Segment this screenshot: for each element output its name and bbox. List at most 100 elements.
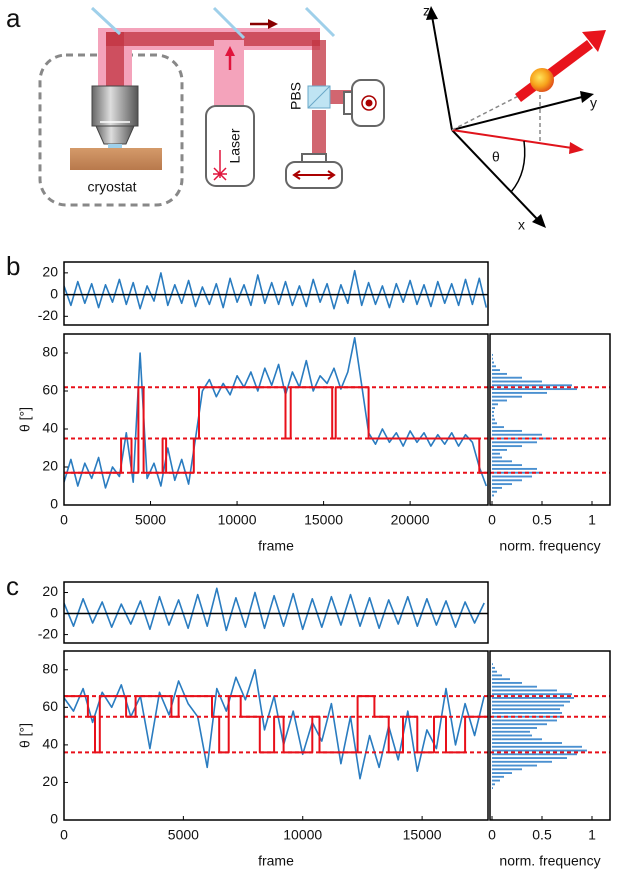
axis-name: y — [590, 95, 597, 111]
hist-bar — [492, 399, 507, 402]
hist-bar — [492, 456, 502, 459]
hist-bar — [492, 467, 537, 470]
hist-bar — [492, 361, 494, 364]
x-axis-label: frame — [258, 538, 294, 554]
hist-bar — [492, 745, 582, 748]
hist-bar — [492, 418, 495, 421]
hist-bar — [492, 403, 498, 406]
x-tick-label: 0 — [60, 827, 68, 843]
x-tick-label: 20000 — [391, 512, 430, 528]
x-tick-label: 10000 — [283, 827, 322, 843]
trace — [64, 587, 485, 632]
fit — [64, 386, 487, 474]
hist-bar — [492, 410, 494, 413]
y-tick-label: 80 — [42, 660, 58, 676]
setup-diagram: cryostat Laser PBS — [38, 6, 385, 207]
panel-label: a — [6, 3, 21, 33]
y-tick-label: 40 — [42, 420, 58, 436]
x-tick-label: 5000 — [135, 512, 166, 528]
hist-bar — [492, 757, 567, 759]
hist-bar — [492, 727, 537, 729]
hist-bar — [492, 742, 562, 744]
hist-bar — [492, 445, 522, 448]
hist-bar — [492, 772, 512, 774]
coordinate-diagram: z y x θ — [423, 3, 606, 233]
panel-label: c — [6, 571, 19, 601]
hist-bar — [492, 738, 542, 741]
hist-bar — [492, 775, 504, 778]
hist-bar — [492, 783, 495, 786]
plot-frame — [489, 650, 611, 821]
hist-bar — [492, 464, 522, 467]
hist-bar — [492, 441, 537, 444]
x-tick-label: 1 — [588, 827, 596, 843]
hist-bar — [492, 704, 564, 707]
y-tick-label: 40 — [42, 736, 58, 752]
x-tick-label: 0.5 — [532, 512, 552, 528]
trace — [64, 337, 488, 489]
hist-bar — [492, 391, 547, 394]
hist-bar — [492, 734, 532, 737]
setup-label: cryostat — [87, 179, 136, 195]
hist-bar — [492, 471, 542, 474]
y-tick-label: 0 — [50, 496, 58, 512]
hist-bar — [492, 429, 522, 432]
plot-frame — [489, 333, 611, 506]
plot-frame — [63, 261, 489, 326]
hist-bar — [492, 700, 570, 703]
y-tick-label: 0 — [50, 285, 58, 301]
hist-bar — [492, 685, 537, 688]
hist-bar — [492, 760, 552, 763]
plot-area — [64, 587, 488, 632]
y-axis-label: θ [°] — [17, 407, 33, 432]
x-axis-label: norm. frequency — [499, 853, 600, 869]
plot-frame — [63, 333, 489, 506]
x-tick-label: 10000 — [218, 512, 257, 528]
hist-bar — [492, 475, 532, 478]
y-tick-label: 60 — [42, 698, 58, 714]
hist-bar — [492, 712, 562, 714]
hist-bar — [492, 693, 572, 696]
axis-name: θ — [492, 149, 500, 165]
setup-label: PBS — [288, 82, 304, 110]
y-tick-label: 20 — [42, 773, 58, 789]
hist-bar — [492, 764, 537, 767]
hist-bar — [492, 749, 587, 752]
hist-bar — [492, 357, 493, 360]
hist-bar — [492, 787, 493, 790]
hist-bar — [492, 663, 493, 666]
hist-bar — [492, 483, 512, 486]
y-tick-label: 0 — [50, 811, 58, 827]
y-tick-label: 60 — [42, 382, 58, 398]
hist-bar — [492, 674, 502, 677]
hist-bar — [492, 365, 496, 368]
plot-frame — [63, 650, 489, 821]
hist-bar — [492, 460, 512, 463]
hist-bar — [492, 730, 530, 733]
plot-area — [64, 669, 488, 780]
hist-bar — [492, 708, 560, 711]
x-tick-label: 5000 — [168, 827, 199, 843]
trace — [64, 269, 488, 310]
plot-frame — [63, 581, 489, 644]
hist-bar — [492, 723, 547, 726]
hist-bar — [492, 384, 572, 387]
hist-bar — [492, 372, 507, 375]
x-tick-label: 0.5 — [532, 827, 552, 843]
plot-area — [490, 353, 610, 497]
hist-bar — [492, 719, 557, 722]
hist-bar — [492, 486, 502, 489]
hist-bar — [492, 353, 493, 356]
plot-area — [64, 337, 488, 489]
hist-bar — [492, 433, 542, 436]
plot-area — [64, 269, 488, 310]
x-tick-label: 0 — [488, 512, 496, 528]
x-axis-label: norm. frequency — [499, 538, 600, 554]
y-tick-label: 20 — [42, 458, 58, 474]
hist-bar — [492, 697, 574, 699]
y-tick-label: 20 — [42, 264, 58, 280]
hist-bar — [492, 753, 577, 756]
x-tick-label: 1 — [588, 512, 596, 528]
hist-bar — [492, 768, 522, 771]
